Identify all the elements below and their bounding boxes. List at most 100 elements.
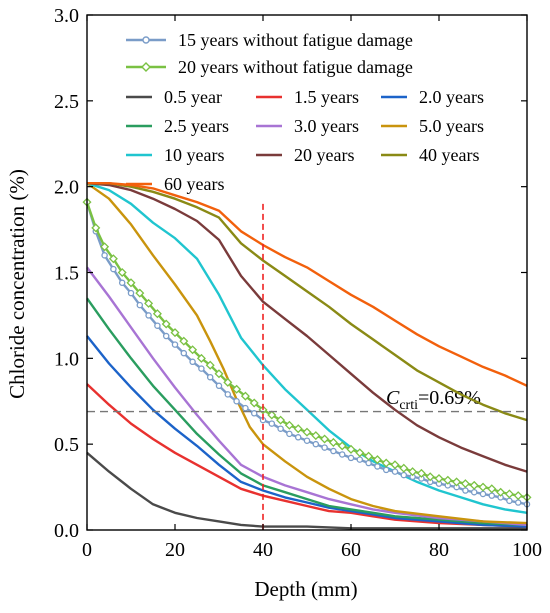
data-point-15-years-without-fatigue-damage	[312, 440, 320, 448]
legend-label-0-5-year: 0.5 year	[164, 87, 222, 107]
data-point-15-years-without-fatigue-damage	[162, 332, 170, 340]
data-point-15-years-without-fatigue-damage	[180, 349, 188, 357]
data-point-20-years-without-fatigue-damage	[425, 472, 435, 482]
x-tick-label: 40	[253, 539, 273, 561]
data-point-20-years-without-fatigue-damage	[469, 480, 479, 490]
data-point-20-years-without-fatigue-damage	[311, 431, 321, 441]
data-point-20-years-without-fatigue-damage	[196, 353, 206, 363]
data-point-15-years-without-fatigue-damage	[136, 301, 144, 309]
y-tick-label: 2.5	[54, 91, 79, 113]
legend-label-2-5-years: 2.5 years	[164, 116, 229, 136]
data-point-15-years-without-fatigue-damage	[470, 488, 478, 496]
data-point-20-years-without-fatigue-damage	[478, 482, 488, 492]
data-point-20-years-without-fatigue-damage	[364, 451, 374, 461]
data-point-20-years-without-fatigue-damage	[232, 384, 242, 394]
data-point-15-years-without-fatigue-damage	[286, 430, 293, 438]
data-point-20-years-without-fatigue-damage	[443, 475, 453, 485]
threshold-subscript: crti	[399, 398, 418, 413]
data-point-20-years-without-fatigue-damage	[416, 468, 426, 478]
series-line-5-0-years	[86, 182, 528, 525]
data-point-20-years-without-fatigue-damage	[188, 345, 198, 355]
data-point-20-years-without-fatigue-damage	[240, 391, 250, 401]
data-point-20-years-without-fatigue-damage	[337, 441, 347, 451]
data-point-20-years-without-fatigue-damage	[276, 415, 286, 425]
data-point-20-years-without-fatigue-damage	[144, 298, 154, 308]
series-line-20-years-without-fatigue-damage	[85, 201, 528, 499]
data-point-20-years-without-fatigue-damage	[293, 424, 303, 434]
data-point-15-years-without-fatigue-damage	[198, 365, 205, 372]
data-point-20-years-without-fatigue-damage	[320, 434, 330, 444]
data-point-20-years-without-fatigue-damage	[390, 460, 400, 470]
data-point-15-years-without-fatigue-damage	[215, 382, 223, 390]
data-point-15-years-without-fatigue-damage	[189, 358, 196, 366]
y-tick-label: 0.5	[54, 434, 79, 456]
series-line-3-0-years	[86, 266, 528, 527]
x-tick-label: 20	[165, 539, 185, 561]
data-point-15-years-without-fatigue-damage	[479, 490, 487, 498]
data-point-15-years-without-fatigue-damage	[268, 420, 276, 427]
data-point-15-years-without-fatigue-damage	[224, 391, 232, 398]
threshold-value-text: =0.69%	[418, 387, 481, 409]
series-line-2-0-years	[86, 335, 528, 528]
data-point-20-years-without-fatigue-damage	[513, 491, 523, 501]
series-line-10-years	[86, 182, 528, 514]
series-line-40-years	[87, 181, 528, 422]
y-tick-label: 3.0	[54, 5, 79, 27]
data-point-20-years-without-fatigue-damage	[223, 377, 233, 387]
series-line-20-years	[86, 182, 528, 473]
threshold-annotation: Ccrti=0.69%	[386, 387, 481, 413]
data-point-20-years-without-fatigue-damage	[496, 487, 506, 497]
data-point-20-years-without-fatigue-damage	[100, 242, 110, 252]
data-point-20-years-without-fatigue-damage	[434, 473, 444, 484]
data-point-15-years-without-fatigue-damage	[391, 468, 399, 475]
data-point-20-years-without-fatigue-damage	[504, 489, 514, 499]
legend-label-2-0-years: 2.0 years	[419, 87, 484, 107]
data-point-20-years-without-fatigue-damage	[205, 360, 215, 370]
data-point-20-years-without-fatigue-damage	[302, 427, 312, 437]
data-point-15-years-without-fatigue-damage	[338, 451, 346, 458]
data-point-15-years-without-fatigue-damage	[242, 404, 249, 412]
threshold-symbol: C	[386, 387, 400, 409]
series-line-2-5-years	[86, 297, 528, 527]
data-point-20-years-without-fatigue-damage	[399, 463, 409, 473]
series-line-1-5-years	[86, 383, 528, 528]
data-point-15-years-without-fatigue-damage	[506, 497, 513, 505]
legend-label-60-years: 60 years	[164, 174, 224, 194]
data-point-15-years-without-fatigue-damage	[321, 444, 328, 451]
data-point-20-years-without-fatigue-damage	[381, 458, 391, 468]
legend-label-1-5-years: 1.5 years	[294, 87, 359, 107]
data-point-15-years-without-fatigue-damage	[462, 487, 469, 494]
data-point-15-years-without-fatigue-damage	[206, 373, 214, 381]
data-point-15-years-without-fatigue-damage	[110, 265, 117, 273]
data-point-20-years-without-fatigue-damage	[408, 467, 418, 477]
data-point-20-years-without-fatigue-damage	[91, 223, 101, 233]
data-point-15-years-without-fatigue-damage	[488, 492, 496, 499]
data-point-20-years-without-fatigue-damage	[108, 254, 118, 264]
data-point-15-years-without-fatigue-damage	[347, 454, 355, 462]
data-point-15-years-without-fatigue-damage	[101, 252, 108, 259]
legend-marker-20-years-without-fatigue-damage	[141, 62, 151, 72]
data-point-20-years-without-fatigue-damage	[249, 398, 259, 408]
data-point-15-years-without-fatigue-damage	[303, 437, 311, 444]
x-tick-label: 0	[82, 539, 92, 561]
data-point-15-years-without-fatigue-damage	[127, 289, 135, 297]
data-point-15-years-without-fatigue-damage	[514, 499, 522, 506]
series-line-60-years	[87, 181, 528, 387]
x-tick-label: 100	[512, 539, 542, 561]
legend-label-20-years-without-fatigue-damage: 20 years without fatigue damage	[178, 57, 413, 77]
data-point-15-years-without-fatigue-damage	[118, 279, 126, 287]
data-point-15-years-without-fatigue-damage	[400, 471, 408, 479]
legend-label-10-years: 10 years	[164, 145, 224, 165]
plot-area	[82, 181, 532, 530]
data-point-20-years-without-fatigue-damage	[117, 267, 127, 278]
data-point-20-years-without-fatigue-damage	[170, 328, 180, 338]
data-point-15-years-without-fatigue-damage	[330, 447, 337, 455]
legend-marker-15-years-without-fatigue-damage	[142, 36, 150, 44]
legend: 15 years without fatigue damage 20 years …	[126, 30, 484, 194]
data-point-20-years-without-fatigue-damage	[126, 278, 136, 288]
data-point-20-years-without-fatigue-damage	[372, 455, 382, 465]
data-point-20-years-without-fatigue-damage	[355, 448, 365, 458]
y-tick-label: 1.0	[54, 348, 79, 370]
legend-label-20-years: 20 years	[294, 145, 354, 165]
data-point-15-years-without-fatigue-damage	[356, 456, 364, 463]
